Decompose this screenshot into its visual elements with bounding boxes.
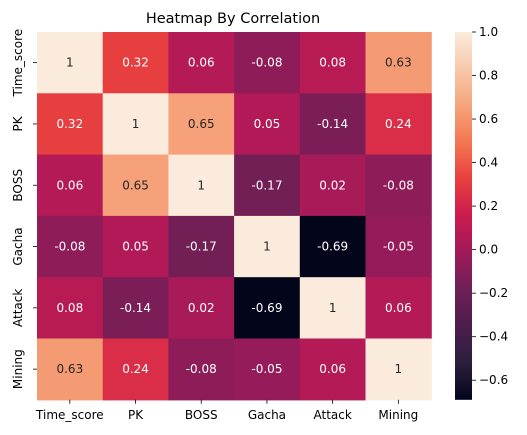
colorbar-tick-label: 0.4	[479, 156, 498, 170]
x-tick-label: Attack	[313, 408, 351, 422]
cell-value-label: 0.08	[56, 301, 83, 315]
cell-value-label: -0.08	[383, 178, 414, 192]
y-tick-label: Attack	[11, 289, 25, 327]
x-axis-ticks: Time_score PK BOSS Gacha Attack Mining	[35, 400, 418, 422]
cell-value-label: -0.08	[251, 56, 282, 70]
chart-title: Heatmap By Correlation	[146, 11, 320, 27]
cell-value-label: 0.05	[254, 117, 281, 131]
cell-value-label: 1	[66, 56, 74, 70]
cell-value-label: 1	[263, 240, 271, 254]
cell-value-label: 0.06	[188, 56, 215, 70]
colorbar-tick-label: 0.8	[479, 69, 498, 83]
cell-value-label: -0.05	[383, 240, 414, 254]
cell-value-label: 0.63	[56, 362, 83, 376]
cell-value-label: 0.02	[319, 178, 346, 192]
cell-value-label: -0.17	[251, 178, 282, 192]
cell-value-label: 0.32	[122, 56, 149, 70]
cell-value-label: -0.08	[186, 362, 217, 376]
y-axis-ticks: Time_score PK BOSS Gacha Attack Mining	[11, 29, 37, 389]
y-tick-label: Mining	[11, 349, 25, 389]
cell-value-label: 0.63	[385, 56, 412, 70]
cell-value-label: 0.06	[319, 362, 346, 376]
colorbar: 1.0 0.8 0.6 0.4 0.2 0.0 −0.2 −0.4 −0.6	[455, 25, 508, 400]
cell-value-label: 0.65	[188, 117, 215, 131]
y-tick-label: PK	[11, 115, 25, 131]
x-tick-label: Mining	[378, 408, 418, 422]
cell-value-label: -0.05	[251, 362, 282, 376]
colorbar-tick-label: −0.2	[479, 286, 508, 300]
cell-value-label: 0.06	[56, 178, 83, 192]
colorbar-tick-label: 0.6	[479, 112, 498, 126]
cell-value-label: 1	[329, 301, 337, 315]
colorbar-gradient	[455, 32, 472, 400]
heatmap-cells: 1 0.32 0.06 -0.08 0.08 0.63 0.32 1 0.65 0.05 -0.14…	[37, 32, 432, 400]
cell-value-label: 1	[197, 178, 205, 192]
cell-value-label: -0.69	[317, 240, 348, 254]
cell-value-label: 0.02	[188, 301, 215, 315]
x-tick-label: Time_score	[35, 408, 104, 422]
colorbar-tick-label: 0.2	[479, 199, 498, 213]
cell-value-label: 0.08	[319, 56, 346, 70]
y-tick-label: Gacha	[11, 227, 25, 265]
cell-value-label: 0.06	[385, 301, 412, 315]
cell-value-label: 0.65	[122, 178, 149, 192]
cell-value-label: -0.17	[186, 240, 217, 254]
cell-value-label: 0.05	[122, 240, 149, 254]
colorbar-tick-label: 1.0	[479, 25, 498, 39]
cell-value-label: 1	[395, 362, 403, 376]
cell-value-label: 0.32	[56, 117, 83, 131]
y-tick-label: Time_score	[11, 29, 25, 98]
y-tick-label: BOSS	[11, 169, 25, 202]
cell-value-label: 0.24	[385, 117, 412, 131]
x-tick-label: BOSS	[185, 408, 218, 422]
colorbar-tick-label: −0.6	[479, 373, 508, 387]
cell-value-label: 1	[132, 117, 140, 131]
x-tick-label: Gacha	[248, 408, 286, 422]
cell-value-label: -0.69	[251, 301, 282, 315]
cell-value-label: -0.08	[54, 240, 85, 254]
cell-value-label: -0.14	[120, 301, 151, 315]
cell-value-label: -0.14	[317, 117, 348, 131]
colorbar-tick-label: −0.4	[479, 330, 508, 344]
x-tick-label: PK	[128, 408, 144, 422]
cell-value-label: 0.24	[122, 362, 149, 376]
colorbar-tick-label: 0.0	[479, 243, 498, 257]
